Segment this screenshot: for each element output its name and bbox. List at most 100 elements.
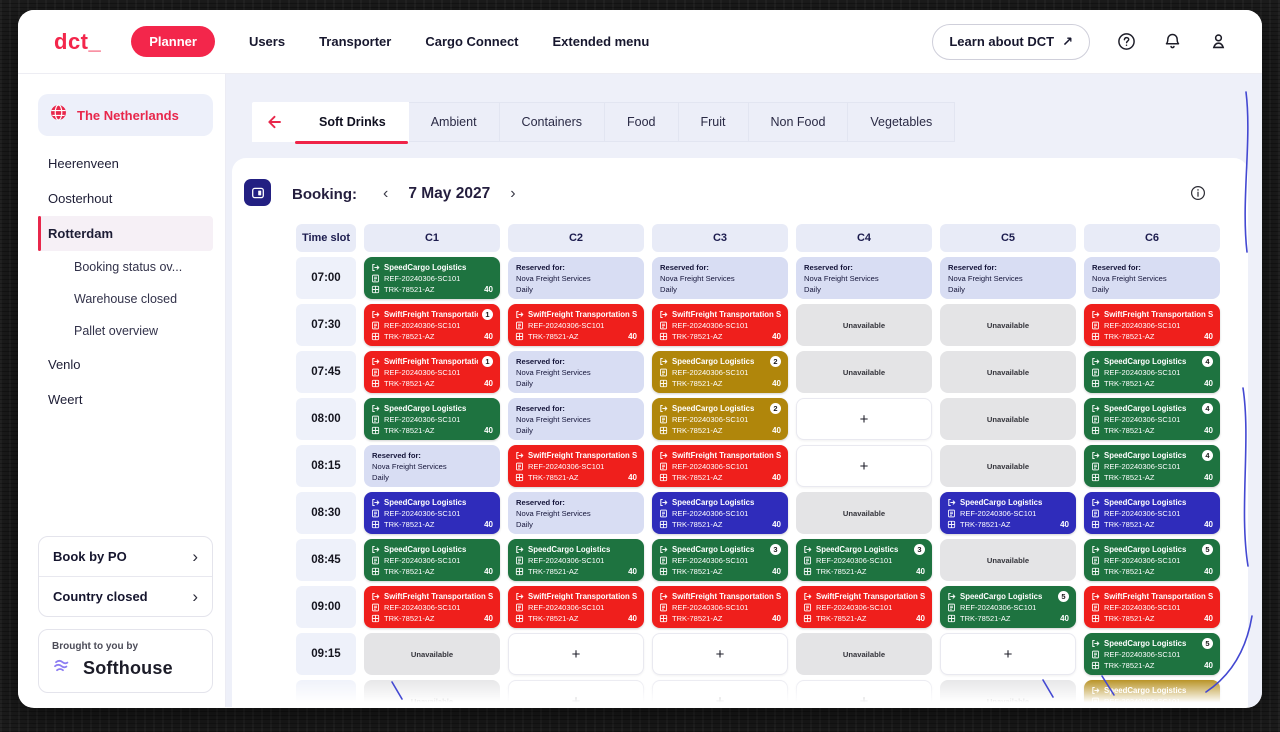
notifications-bell-icon[interactable] [1162,32,1182,52]
booking-card[interactable]: SwiftFreight Transportation... 1 REF-20240… [364,304,500,346]
add-booking-slot[interactable]: + [796,445,932,487]
booking-card[interactable]: SpeedCargo Logistics 3 REF-20240306-SC101 T… [652,539,788,581]
booking-card[interactable]: SpeedCargo Logistics 5 REF-20240306-SC101 T… [1084,633,1220,675]
sidebar-action-country-closed[interactable]: Country closed › [39,576,212,616]
tab-ambient[interactable]: Ambient [408,102,500,142]
reference-number: REF-20240306-SC101 [528,461,605,471]
sidebar-item-venlo[interactable]: Venlo [48,357,81,372]
booking-card[interactable]: SpeedCargo Logistics 4 REF-20240306-SC101 T… [1084,351,1220,393]
truck-number: TRK-78521-AZ [960,613,1011,623]
user-account-icon[interactable] [1208,32,1228,52]
sidebar-item-weert[interactable]: Weert [48,392,83,407]
carrier-name: SpeedCargo Logistics [816,544,899,554]
nav-item-cargo-connect[interactable]: Cargo Connect [425,34,519,49]
reserved-title: Reserved for: [660,262,709,272]
booking-card[interactable]: SwiftFreight Transportation Solu...REF-2… [796,586,932,628]
add-booking-slot[interactable]: + [796,398,932,440]
info-icon[interactable] [1190,185,1206,206]
count-badge: 1 [482,355,493,367]
add-booking-slot[interactable]: + [796,680,932,707]
previous-day-button[interactable]: ‹ [379,183,392,205]
reference-number: REF-20240306-SC101 [384,273,461,283]
pallet-icon [371,426,380,434]
booking-card[interactable]: SwiftFreight Transportation Solu...REF-2… [364,586,500,628]
sidebar-country-selector[interactable]: The Netherlands [38,94,213,136]
tab-non-food[interactable]: Non Food [748,102,849,142]
nav-item-transporter[interactable]: Transporter [319,34,392,49]
add-booking-slot[interactable]: + [508,680,644,707]
reserved-slot: Reserved for: Nova Freight Services Daily [508,351,644,393]
booking-card[interactable]: SwiftFreight Transportation Solu...REF-2… [508,304,644,346]
card-reference-line: REF-20240306-SC101 [371,367,493,378]
booking-card[interactable]: SpeedCargo Logistics 2 REF-20240306-SC101 T… [652,351,788,393]
booking-card[interactable]: SwiftFreight Transportation Solu...REF-2… [1084,586,1220,628]
count-badge: 4 [1202,402,1213,414]
card-reference-line: REF-20240306-SC101 [1091,461,1213,472]
add-booking-slot[interactable]: + [652,680,788,707]
card-title-line: SpeedCargo Logistics 5 [1091,637,1213,649]
truck-number: TRK-78521-AZ [672,331,723,341]
booking-card[interactable]: SwiftFreight Transportation Solu...REF-2… [508,445,644,487]
tab-vegetables[interactable]: Vegetables [848,102,956,142]
booking-card[interactable]: SpeedCargo Logistics 4 REF-20240306-SC101 T… [1084,398,1220,440]
booking-card[interactable]: SwiftFreight Transportation Solu...REF-2… [652,304,788,346]
document-icon [372,556,379,564]
card-reference-line: REF-20240306-SC101 [515,461,637,472]
sidebar-item-oosterhout[interactable]: Oosterhout [48,191,113,206]
tab-containers[interactable]: Containers [499,102,605,142]
sidebar-country-label: The Netherlands [77,107,179,123]
collapse-sidebar-button[interactable] [244,179,271,206]
reference-number: REF-20240306-SC101 [384,414,461,424]
sidebar-subitem-pallet-overview[interactable]: Pallet overview [74,324,159,338]
sidebar-subitem-warehouse-closed[interactable]: Warehouse closed [74,292,178,306]
tab-food[interactable]: Food [605,102,679,142]
card-truck-line: TRK-78521-AZ 40 [803,613,925,624]
nav-item-planner[interactable]: Planner [131,26,215,57]
booking-card[interactable]: SpeedCargo Logistics 5 REF-20240306-SC101 T… [1084,539,1220,581]
sidebar-action-book-by-po[interactable]: Book by PO › [39,537,212,576]
truck-number: TRK-78521-AZ [1104,331,1155,341]
booking-card[interactable]: SwiftFreight Transportation Solu...REF-2… [508,586,644,628]
add-booking-slot[interactable]: + [508,633,644,675]
booking-card[interactable]: SpeedCargo Logistics 3 REF-20240306-SC101 T… [796,539,932,581]
booking-card[interactable]: SwiftFreight Transportation Solu...REF-2… [652,586,788,628]
sidebar-subitem-booking-status-ov[interactable]: Booking status ov... [74,260,183,274]
unavailable-slot: Unavailable [940,680,1076,707]
reserved-slot: Reserved for: Nova Freight Services Daily [652,257,788,299]
booking-card[interactable]: SpeedCargo Logistics 2 REF-20240306-SC101 T… [652,398,788,440]
booking-card[interactable]: SpeedCargo LogisticsREF-20240306-SC101TR… [1084,680,1220,707]
booking-card[interactable]: SpeedCargo Logistics 5 REF-20240306-SC101 T… [940,586,1076,628]
unavailable-slot: Unavailable [940,398,1076,440]
document-icon [660,321,667,329]
card-truck-line: TRK-78521-AZ 40 [1091,613,1213,624]
add-booking-slot[interactable]: + [652,633,788,675]
next-day-button[interactable]: › [506,183,519,205]
card-truck-line: TRK-78521-AZ 40 [515,566,637,577]
add-booking-slot[interactable]: + [940,633,1076,675]
help-icon[interactable] [1116,32,1136,52]
pallet-count: 40 [1204,613,1213,623]
booking-card[interactable]: SwiftFreight Transportation... 1 REF-20240… [364,351,500,393]
nav-item-extended-menu[interactable]: Extended menu [552,34,650,49]
booking-card[interactable]: SwiftFreight Transportation Solu...REF-2… [652,445,788,487]
sidebar-item-heerenveen[interactable]: Heerenveen [48,156,119,171]
learn-about-dct-button[interactable]: Learn about DCT ↗ [932,23,1090,60]
depart-icon [660,451,668,459]
booking-card[interactable]: SpeedCargo Logistics 4 REF-20240306-SC101 T… [1084,445,1220,487]
reserved-title: Reserved for: [516,497,565,507]
pallet-count: 40 [1204,425,1213,435]
nav-item-users[interactable]: Users [248,34,286,49]
booking-card[interactable]: SwiftFreight Transportation Solu...REF-2… [1084,304,1220,346]
back-button[interactable] [252,102,296,142]
sidebar-item-rotterdam[interactable]: Rotterdam [38,216,213,251]
tab-soft-drinks[interactable]: Soft Drinks [295,102,409,144]
tab-fruit[interactable]: Fruit [678,102,749,142]
